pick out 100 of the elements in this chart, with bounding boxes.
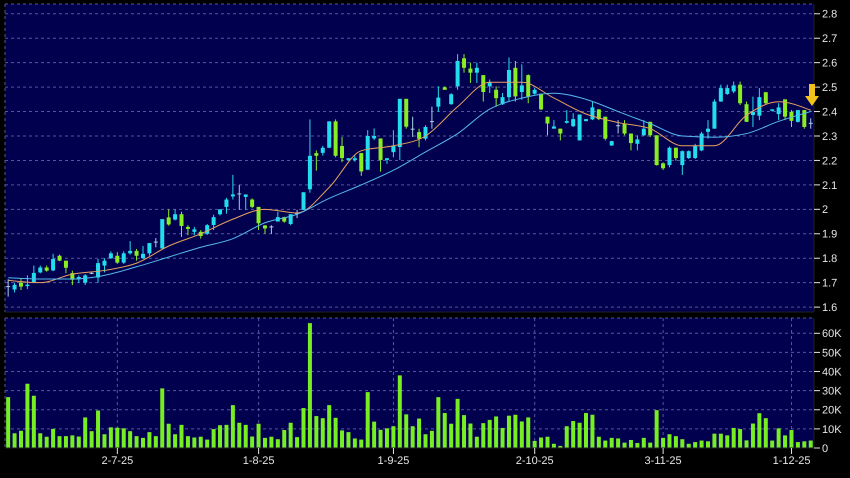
candlestick (391, 130, 396, 158)
bar (488, 420, 492, 448)
bar (410, 426, 415, 448)
bar (173, 434, 178, 448)
bar (616, 438, 620, 448)
candlestick (102, 258, 106, 273)
bar (340, 430, 344, 448)
candlestick (51, 253, 56, 272)
candlestick (468, 62, 472, 84)
candlestick (757, 88, 762, 121)
bar (320, 418, 325, 448)
candlestick (64, 260, 68, 274)
bar (796, 442, 800, 448)
bar (578, 422, 582, 448)
bar (230, 405, 235, 448)
bar (295, 437, 300, 448)
bar (96, 410, 100, 448)
bar (166, 424, 171, 448)
candlestick (417, 128, 422, 148)
bar (622, 442, 627, 448)
candlestick (372, 128, 376, 141)
bar (571, 421, 576, 448)
bar (456, 398, 460, 448)
candlestick (526, 74, 530, 104)
candlestick (18, 278, 23, 290)
bar (269, 436, 274, 448)
bar (276, 439, 280, 448)
y-tick-label: 2.5 (822, 82, 838, 94)
bar (44, 436, 49, 448)
candlestick (449, 92, 454, 106)
bar (718, 434, 723, 448)
bar (140, 438, 145, 448)
candlestick (122, 250, 126, 264)
candlestick (628, 133, 633, 151)
y-tick-label: 2.2 (822, 155, 838, 168)
bar (147, 432, 152, 448)
bar (90, 431, 94, 448)
bar (192, 437, 196, 448)
bar (102, 434, 106, 448)
candlestick (764, 92, 768, 106)
candlestick (474, 62, 479, 84)
bar (314, 416, 318, 448)
bar (244, 424, 248, 448)
bar (288, 422, 293, 448)
x-tick-label: 1-8-25 (242, 454, 275, 467)
bar (391, 426, 396, 448)
x-tick-label: 1-12-25 (772, 454, 810, 467)
bar (372, 422, 376, 448)
x-tick-label: 3-11-25 (644, 454, 682, 467)
candlestick (776, 102, 781, 121)
candlestick (173, 208, 178, 221)
bar (667, 434, 672, 448)
y-tick-label: 1.9 (822, 228, 838, 241)
bar (712, 434, 716, 448)
candlestick (462, 54, 466, 74)
candlestick (744, 101, 749, 122)
bar (808, 440, 813, 448)
candlestick (320, 145, 325, 156)
bar (596, 436, 601, 448)
x-tick-label: 2-10-25 (516, 454, 554, 467)
candlestick (134, 248, 139, 262)
bar (378, 430, 383, 448)
bar (783, 435, 788, 448)
candlestick (250, 198, 254, 209)
candlestick (6, 278, 10, 298)
bar (58, 436, 62, 448)
candlestick (558, 128, 562, 141)
bar (654, 410, 659, 448)
candlestick (616, 120, 620, 134)
bar (506, 416, 511, 448)
candlestick (680, 150, 684, 176)
y-tick-label: 10K (822, 424, 842, 436)
bar (545, 436, 550, 448)
candlestick (180, 211, 184, 238)
candlestick (808, 118, 813, 130)
y-tick-label: 2.4 (822, 106, 838, 118)
candlestick (244, 194, 248, 210)
bar (764, 418, 768, 448)
bar (352, 438, 357, 448)
bar (70, 435, 74, 448)
candlestick (25, 274, 30, 290)
candlestick (140, 246, 145, 260)
x-tick-label: 1-9-25 (378, 454, 410, 467)
bar (430, 430, 434, 448)
candlestick (545, 116, 550, 136)
candlestick (603, 116, 608, 141)
bar (18, 430, 23, 448)
candlestick (674, 147, 678, 162)
bar (725, 435, 730, 448)
bar (628, 440, 633, 448)
bar (539, 437, 544, 448)
y-tick-label: 0 (822, 442, 828, 455)
bar (590, 414, 594, 448)
candlestick (725, 84, 730, 96)
candlestick (693, 143, 698, 160)
candlestick (115, 252, 120, 264)
candlestick (642, 120, 646, 136)
candlestick (378, 138, 383, 172)
y-tick-label: 30K (822, 386, 842, 398)
candlestick (269, 224, 274, 234)
